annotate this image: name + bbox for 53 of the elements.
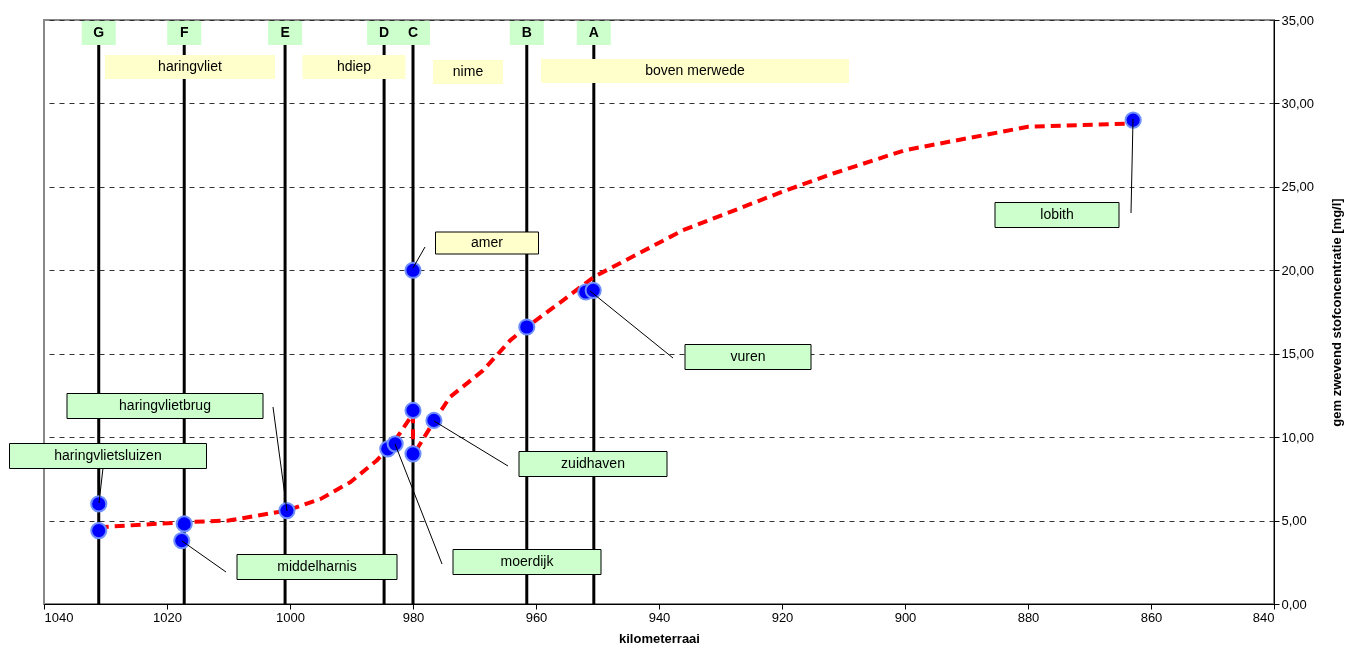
annotation: moerdijk [500,553,555,569]
annotation: hdiep [336,58,372,74]
annotation: amer [471,234,504,250]
point [278,501,296,520]
x-tick-label: 900 [894,609,917,625]
annotation: haringvliet [158,58,223,74]
point [386,435,404,453]
point [404,261,422,279]
ref-line-label: F [179,24,189,40]
x-tick-label: 940 [648,609,671,625]
x-tick-label: 1000 [276,609,305,625]
y-tick-label: 20,00 [1281,262,1315,278]
point [1124,111,1142,129]
point [90,522,108,540]
y-tick-label: 30,00 [1281,95,1315,111]
y-tick-label: 35,00 [1281,12,1315,28]
point [173,532,191,550]
ref-line-label: D [379,24,390,40]
ref-line-label: A [588,24,599,40]
annotation: haringvlietsluizen [54,447,162,463]
ref-line-label: B [521,24,532,40]
x-tick-label: 980 [402,609,425,625]
ref-line-label: G [93,24,105,40]
y-tick-label: 10,00 [1281,429,1315,445]
annotation: middelharnis [277,558,357,574]
annotation: zuidhaven [561,455,625,471]
x-tick-label: 880 [1017,609,1040,625]
point [404,401,422,420]
annotation: boven merwede [645,62,746,78]
x-tick-label: 920 [771,609,794,625]
x-tick-label: 860 [1140,609,1163,625]
point [425,411,443,430]
y-tick-label: 0,00 [1281,596,1307,612]
annotation: nime [452,63,484,79]
point [518,318,536,336]
x-tick-label: 960 [525,609,548,625]
x-axis-title: kilometerraai [619,630,700,646]
annotation: lobith [1040,206,1074,222]
annotation: haringvlietbrug [119,397,211,413]
x-tick-label: 840 [1252,609,1275,625]
y-tick-label: 5,00 [1281,513,1307,529]
x-tick-label: 1040 [44,609,74,625]
y-tick-label: 15,00 [1281,346,1315,362]
point [404,445,422,463]
y-tick-label: 25,00 [1281,179,1315,195]
ref-line-label: E [280,24,290,40]
point [90,495,108,513]
point [175,515,193,533]
y-axis-title: gem zwevend stofconcentratie [mg/l] [1329,198,1345,427]
annotation: vuren [730,348,766,364]
x-tick-label: 1020 [153,609,182,625]
ref-line-label: C [407,24,419,40]
point [584,281,602,299]
